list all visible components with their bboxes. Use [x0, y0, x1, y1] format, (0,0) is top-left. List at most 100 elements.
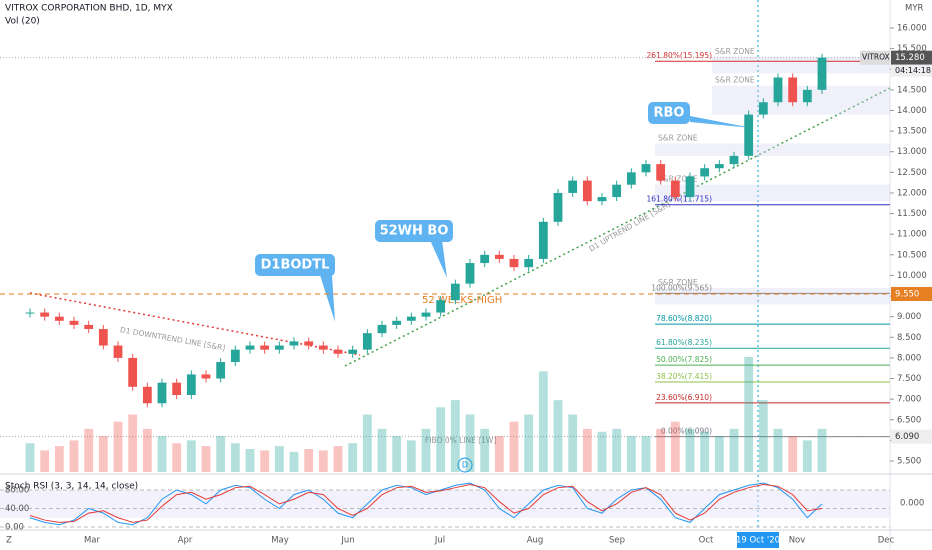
y-tick-label: 8.500	[897, 333, 921, 343]
crosshair-date: 19 Oct '20	[736, 536, 780, 546]
sr-zone-label: S&R ZONE	[658, 175, 698, 184]
candle-body	[186, 374, 196, 396]
volume-bar	[186, 440, 196, 472]
price-tag	[891, 286, 932, 301]
candle-body	[201, 374, 211, 379]
fibo0-label: FIBO 0% LINE [1W]	[425, 436, 496, 445]
x-tick-label: Dec	[878, 536, 895, 546]
candle-body	[128, 357, 138, 387]
volume-bar	[69, 440, 79, 472]
y-tick-label: 12.500	[897, 168, 927, 178]
candle-body	[84, 324, 94, 330]
volume-bar	[318, 450, 328, 472]
volume-bar	[656, 428, 666, 472]
candle-body	[98, 329, 108, 346]
y-tick-label: 13.000	[897, 147, 927, 157]
label: RBO	[654, 106, 685, 121]
volume-bar	[421, 428, 431, 472]
candle-body	[289, 341, 299, 346]
volume-bar	[714, 436, 724, 472]
candle-body	[597, 197, 607, 202]
candle-body	[318, 345, 328, 350]
chart-title: VITROX CORPORATION BHD, 1D, MYX	[5, 4, 173, 14]
volume-bar	[641, 436, 651, 472]
annotation-rbo: RBO	[648, 102, 752, 128]
x-tick-label: May	[271, 536, 289, 546]
fib-label: 61.80%(8.235)	[656, 338, 712, 347]
candle-body	[538, 221, 548, 259]
candle-body	[69, 320, 79, 325]
volume-bar	[260, 450, 270, 472]
x-tick-label: Aug	[527, 536, 544, 546]
candle-body	[670, 180, 680, 198]
volume-bar	[392, 436, 402, 472]
x-tick-label: Jun	[340, 536, 354, 546]
sr-zone	[712, 85, 890, 115]
y-tick-label: 11.500	[897, 209, 927, 219]
pointer	[320, 275, 335, 322]
fib-label: 161.80%(11.715)	[647, 195, 713, 204]
volume-label: Vol (20)	[5, 17, 40, 27]
volume-bar	[465, 414, 475, 472]
volume-bar	[788, 436, 798, 472]
pointer	[430, 240, 447, 278]
candle-body	[494, 254, 504, 259]
candle-body	[744, 114, 754, 156]
volume-bar	[538, 371, 548, 472]
pointer	[690, 116, 752, 128]
volume-bar	[172, 443, 182, 472]
y-tick-label: 7.000	[897, 395, 921, 405]
volume-bar	[773, 428, 783, 472]
volume-bar	[128, 414, 138, 472]
volume-bar	[157, 436, 167, 472]
candle-body	[729, 155, 739, 165]
dividend-marker	[457, 457, 473, 473]
volume-bar	[333, 446, 343, 472]
candle-body	[714, 164, 724, 169]
annotation-dtl: D1BODTL	[255, 254, 335, 322]
sr-zone	[655, 287, 890, 305]
y-tick-label: 10.500	[897, 250, 927, 260]
z-label: Z	[6, 536, 12, 546]
rsi-line	[29, 483, 823, 523]
candle-body	[612, 184, 622, 198]
candle-body	[348, 349, 358, 354]
name-tag	[860, 50, 890, 65]
volume-bar	[744, 357, 754, 472]
currency: MYR	[905, 4, 924, 14]
candle-body	[362, 333, 372, 350]
sr-zone	[655, 184, 890, 202]
volume-bar	[40, 450, 50, 472]
date-tag	[737, 532, 779, 548]
x-tick-label: Nov	[789, 536, 806, 546]
volume-bar	[436, 407, 446, 472]
price-tag-label: 9.550	[895, 289, 919, 299]
y-tick-label: 15.500	[897, 44, 927, 54]
candle-body	[260, 345, 270, 350]
box	[255, 254, 335, 276]
candle-body	[216, 362, 226, 379]
volume-bar	[524, 414, 534, 472]
volume-bar	[450, 400, 460, 472]
price-tag-label: 6.090	[895, 432, 919, 442]
volume-bar	[729, 428, 739, 472]
y-tick-label: 6.500	[897, 415, 921, 425]
x-tick-label: Sep	[609, 536, 625, 546]
volume-bar	[568, 414, 578, 472]
volume-bar	[54, 446, 64, 472]
volume-bar	[700, 431, 710, 472]
candle-body	[685, 176, 695, 198]
candle-body	[553, 192, 563, 222]
x-tick-label: Apr	[178, 536, 193, 546]
candle-body	[465, 263, 475, 284]
volume-bar	[626, 436, 636, 472]
volume-bar	[25, 443, 35, 472]
volume-bar	[201, 446, 211, 472]
candle-body	[582, 180, 592, 202]
candle-body	[450, 283, 460, 301]
candle-body	[626, 172, 636, 185]
candle-body	[392, 320, 402, 325]
fib-label: 23.60%(6.910)	[656, 393, 712, 402]
candle-body	[333, 349, 343, 354]
